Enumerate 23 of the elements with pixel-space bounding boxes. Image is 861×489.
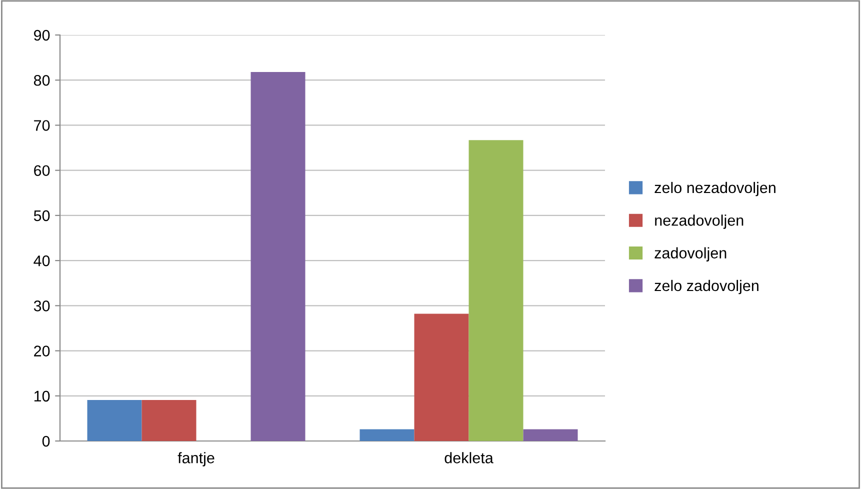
x-tick-label: dekleta — [444, 452, 494, 464]
legend-label: zelo nezadovoljen — [654, 182, 776, 196]
y-tick-label: 30 — [34, 300, 50, 312]
y-tick-label: 70 — [34, 120, 50, 131]
bar — [523, 429, 578, 441]
bar — [414, 314, 469, 441]
y-tick-label: 80 — [34, 74, 50, 86]
y-tick-label: 40 — [34, 255, 50, 266]
legend-label: zadovoljen — [654, 247, 726, 262]
y-tick-label: 60 — [34, 165, 50, 176]
legend-label: zelo zadovoljen — [654, 280, 758, 294]
y-tick-label: 0 — [42, 436, 50, 447]
bar — [250, 72, 306, 441]
legend-label: nezadovoljen — [655, 214, 744, 229]
bar — [468, 140, 524, 441]
bar — [142, 400, 196, 441]
x-tick-label: fantje — [178, 452, 214, 466]
y-tick-label: 20 — [34, 346, 50, 356]
y-tick-label: 10 — [34, 390, 50, 402]
bar — [87, 400, 142, 441]
bar — [360, 429, 414, 441]
y-tick-label: 50 — [34, 210, 50, 222]
y-tick-label: 90 — [34, 30, 50, 41]
